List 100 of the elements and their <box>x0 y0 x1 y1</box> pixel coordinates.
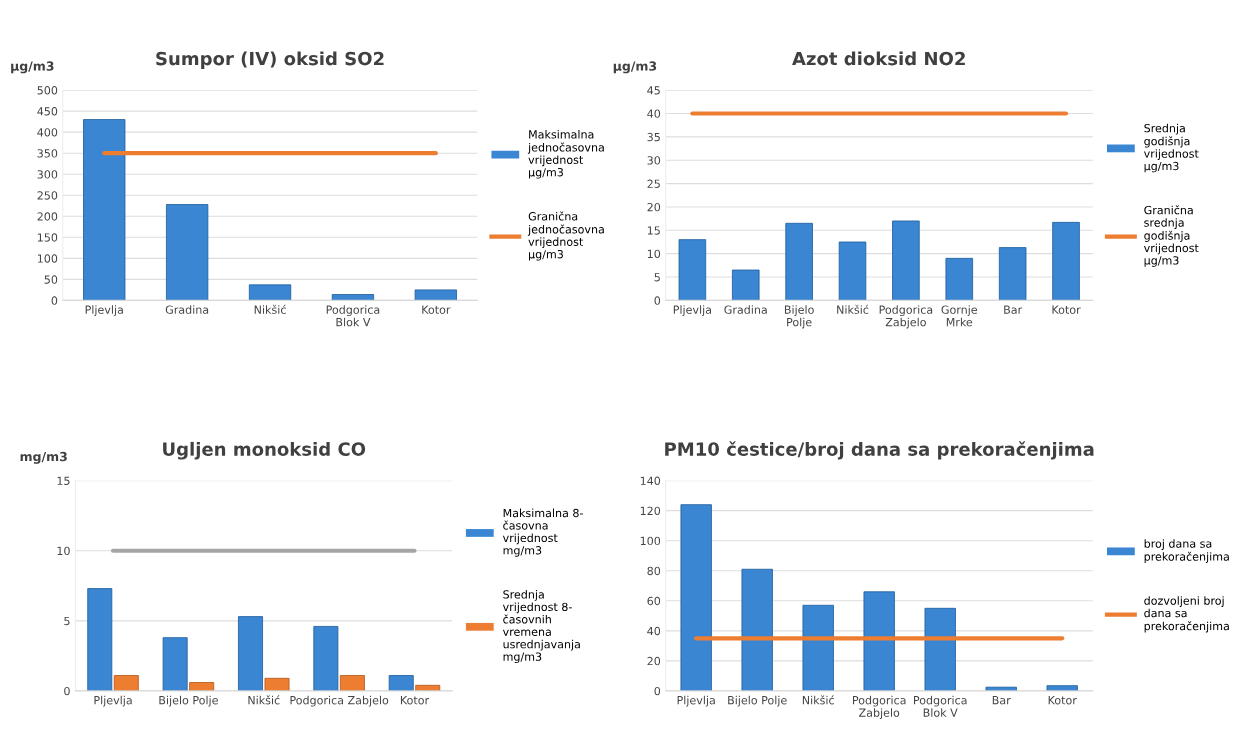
y-tick-label: 150 <box>37 233 58 242</box>
bar <box>678 239 707 301</box>
y-axis-title: µg/m3 <box>11 61 54 74</box>
bar <box>1052 221 1080 301</box>
y-tick-label: 45 <box>647 86 660 95</box>
y-tick-label: 100 <box>37 254 58 263</box>
bar <box>388 675 414 691</box>
bar <box>1046 685 1078 691</box>
y-tick-label: 40 <box>647 626 661 636</box>
chart-title: Sumpor (IV) oksid SO2 <box>156 51 384 69</box>
y-tick-label: 60 <box>647 596 661 606</box>
y-tick-label: 0 <box>64 686 70 696</box>
y-tick-label: 0 <box>654 296 661 305</box>
x-tick-label: Podgorica Zabjelo <box>853 695 906 719</box>
y-tick-label: 25 <box>647 179 660 188</box>
y-tick-label: 15 <box>57 476 70 486</box>
y-tick-label: 10 <box>57 546 70 556</box>
legend-label: Srednja vrijednost 8- časovnih vremena usrednjavanja mg/m3 <box>502 590 580 663</box>
y-tick-label: 500 <box>37 86 58 95</box>
y-axis-title: mg/m3 <box>20 451 67 464</box>
legend-label: Maksimalna 8- časovna vrijednost mg/m3 <box>502 508 583 557</box>
x-tick-label: Pljevlja <box>94 695 132 707</box>
x-tick-label: Gradina <box>724 305 767 314</box>
bar <box>863 591 895 691</box>
x-tick-label: Nikšić <box>802 695 834 705</box>
bar <box>113 675 139 691</box>
y-tick-label: 80 <box>647 566 661 576</box>
y-tick-label: 5 <box>654 273 660 282</box>
bar <box>924 607 956 691</box>
y-tick-label: 15 <box>647 226 660 235</box>
y-tick-label: 35 <box>647 132 660 142</box>
y-tick-label: 40 <box>647 109 661 118</box>
x-tick-label: Bijelo Polje <box>159 695 218 707</box>
bar <box>313 626 339 691</box>
y-tick-label: 200 <box>37 212 58 221</box>
bar <box>838 241 867 301</box>
y-tick-label: 20 <box>647 656 661 666</box>
bar <box>741 568 773 691</box>
y-axis-title: µg/m3 <box>613 61 657 74</box>
x-tick-label: Nikšić <box>254 304 286 314</box>
y-tick-label: 100 <box>640 536 661 546</box>
x-tick-label: Bijelo Polje <box>784 305 814 329</box>
x-tick-label: Podgorica Blok V <box>326 305 380 327</box>
x-tick-label: Podgorica Zabjelo <box>290 695 389 707</box>
chart-title: Azot dioksid NO2 <box>792 51 965 66</box>
legend-label: dozvoljeni broj dana sa prekoračenjima <box>1144 596 1229 633</box>
y-tick-label: 5 <box>64 616 70 626</box>
bar <box>945 257 974 301</box>
bar <box>238 616 263 691</box>
x-tick-label: Bar <box>992 696 1011 705</box>
bar <box>892 220 920 301</box>
y-tick-label: 400 <box>37 128 58 137</box>
y-tick-label: 20 <box>647 202 661 212</box>
y-tick-label: 10 <box>647 249 661 259</box>
x-tick-label: Kotor <box>1048 696 1077 705</box>
x-tick-label: Bijelo Polje <box>728 695 787 707</box>
x-tick-label: Gornje Mrke <box>941 305 978 327</box>
y-tick-label: 300 <box>37 170 58 179</box>
x-tick-label: Bar <box>1004 305 1023 314</box>
bar <box>189 682 215 691</box>
bar <box>414 289 457 301</box>
legend-label: Granična jednočasovna vrijednost µg/m3 <box>527 211 604 261</box>
y-tick-label: 30 <box>647 156 661 165</box>
x-tick-label: Podgorica Blok V <box>914 695 967 717</box>
bar <box>87 588 113 691</box>
legend-label: Granična srednja godišnja vrijednost µg/m3 <box>1143 205 1199 267</box>
y-tick-label: 250 <box>37 191 58 200</box>
x-tick-label: Pljevlja <box>673 305 711 317</box>
x-tick-label: Pljevlja <box>85 305 123 317</box>
legend-label: broj dana sa prekoračenjima <box>1144 539 1229 563</box>
x-tick-label: Podgorica Zabjelo <box>879 305 933 329</box>
bar <box>248 284 292 301</box>
x-tick-label: Pljevlja <box>677 695 715 707</box>
bar <box>331 294 375 301</box>
bar <box>998 247 1027 301</box>
y-tick-label: 50 <box>44 275 58 284</box>
bar <box>680 504 712 691</box>
bar <box>264 677 290 691</box>
y-tick-label: 450 <box>37 107 58 116</box>
y-tick-label: 350 <box>37 149 58 158</box>
y-tick-label: 120 <box>640 506 661 516</box>
bar <box>731 269 760 301</box>
y-tick-label: 0 <box>654 686 661 696</box>
bar <box>162 637 188 691</box>
x-tick-label: Nikšić <box>837 304 869 314</box>
x-tick-label: Nikšić <box>248 695 280 705</box>
x-tick-label: Gradina <box>165 305 209 314</box>
bar <box>785 222 813 301</box>
bar <box>802 604 834 691</box>
chart-title: PM10 čestice/broj dana sa prekoračenjima <box>665 441 1094 460</box>
bar <box>339 675 365 691</box>
x-tick-label: Kotor <box>400 696 430 705</box>
bar <box>166 204 209 301</box>
legend-label: Srednja godišnja vrijednost µg/m3 <box>1143 123 1199 173</box>
chart-title: Ugljen monoksid CO <box>163 441 366 460</box>
bar <box>83 119 126 301</box>
y-tick-label: 140 <box>640 476 661 486</box>
y-tick-label: 0 <box>51 296 58 305</box>
legend-label: Maksimalna jednočasovna vrijednost µg/m3 <box>527 129 604 179</box>
x-tick-label: Kotor <box>1052 305 1081 314</box>
